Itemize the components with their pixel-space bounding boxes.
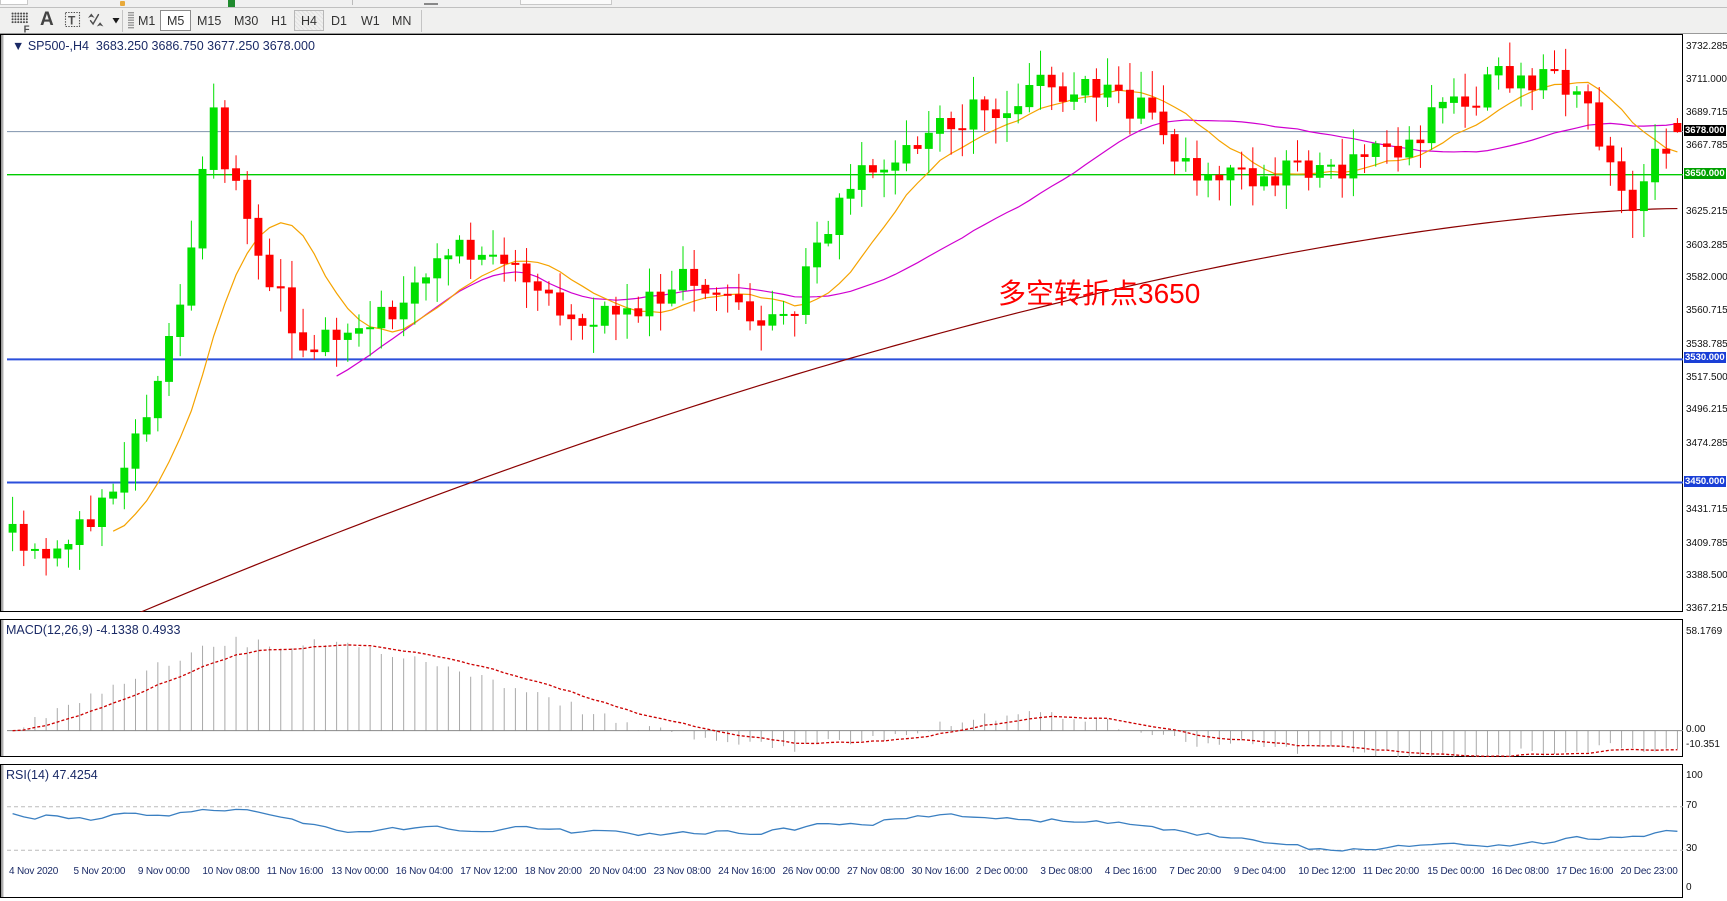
svg-text:T: T [68, 14, 76, 28]
svg-text:F: F [24, 24, 30, 33]
